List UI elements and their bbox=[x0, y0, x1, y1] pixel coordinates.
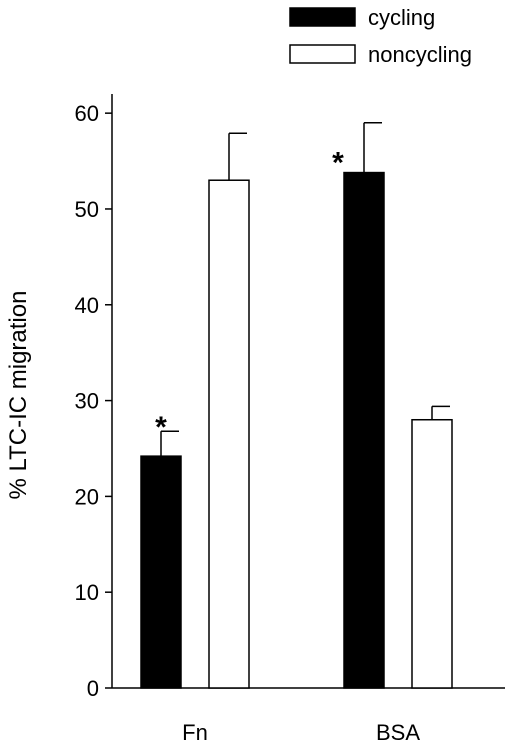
significance-asterisk: * bbox=[155, 411, 167, 444]
x-tick-label: Fn bbox=[182, 720, 208, 745]
y-tick-label: 50 bbox=[75, 197, 99, 222]
bar bbox=[343, 171, 385, 689]
x-tick-label: BSA bbox=[376, 720, 420, 745]
significance-asterisk: * bbox=[332, 147, 344, 180]
y-tick-label: 60 bbox=[75, 101, 99, 126]
legend-label: noncycling bbox=[368, 42, 472, 67]
plot-area: 0 10 20 30 40 50 60 Fn BSA * * bbox=[75, 94, 505, 745]
legend-swatch bbox=[289, 44, 356, 64]
bar bbox=[208, 179, 250, 689]
y-tick-label: 0 bbox=[87, 676, 99, 701]
bar bbox=[411, 418, 453, 689]
y-tick-label: 10 bbox=[75, 580, 99, 605]
legend-label: cycling bbox=[368, 5, 435, 30]
y-tick-label: 30 bbox=[75, 389, 99, 414]
y-tick-label: 20 bbox=[75, 484, 99, 509]
y-tick-label: 40 bbox=[75, 293, 99, 318]
legend: cycling noncycling bbox=[289, 5, 472, 67]
legend-swatch bbox=[289, 7, 356, 27]
bar bbox=[140, 455, 182, 689]
y-axis-label: % LTC-IC migration bbox=[5, 291, 32, 500]
